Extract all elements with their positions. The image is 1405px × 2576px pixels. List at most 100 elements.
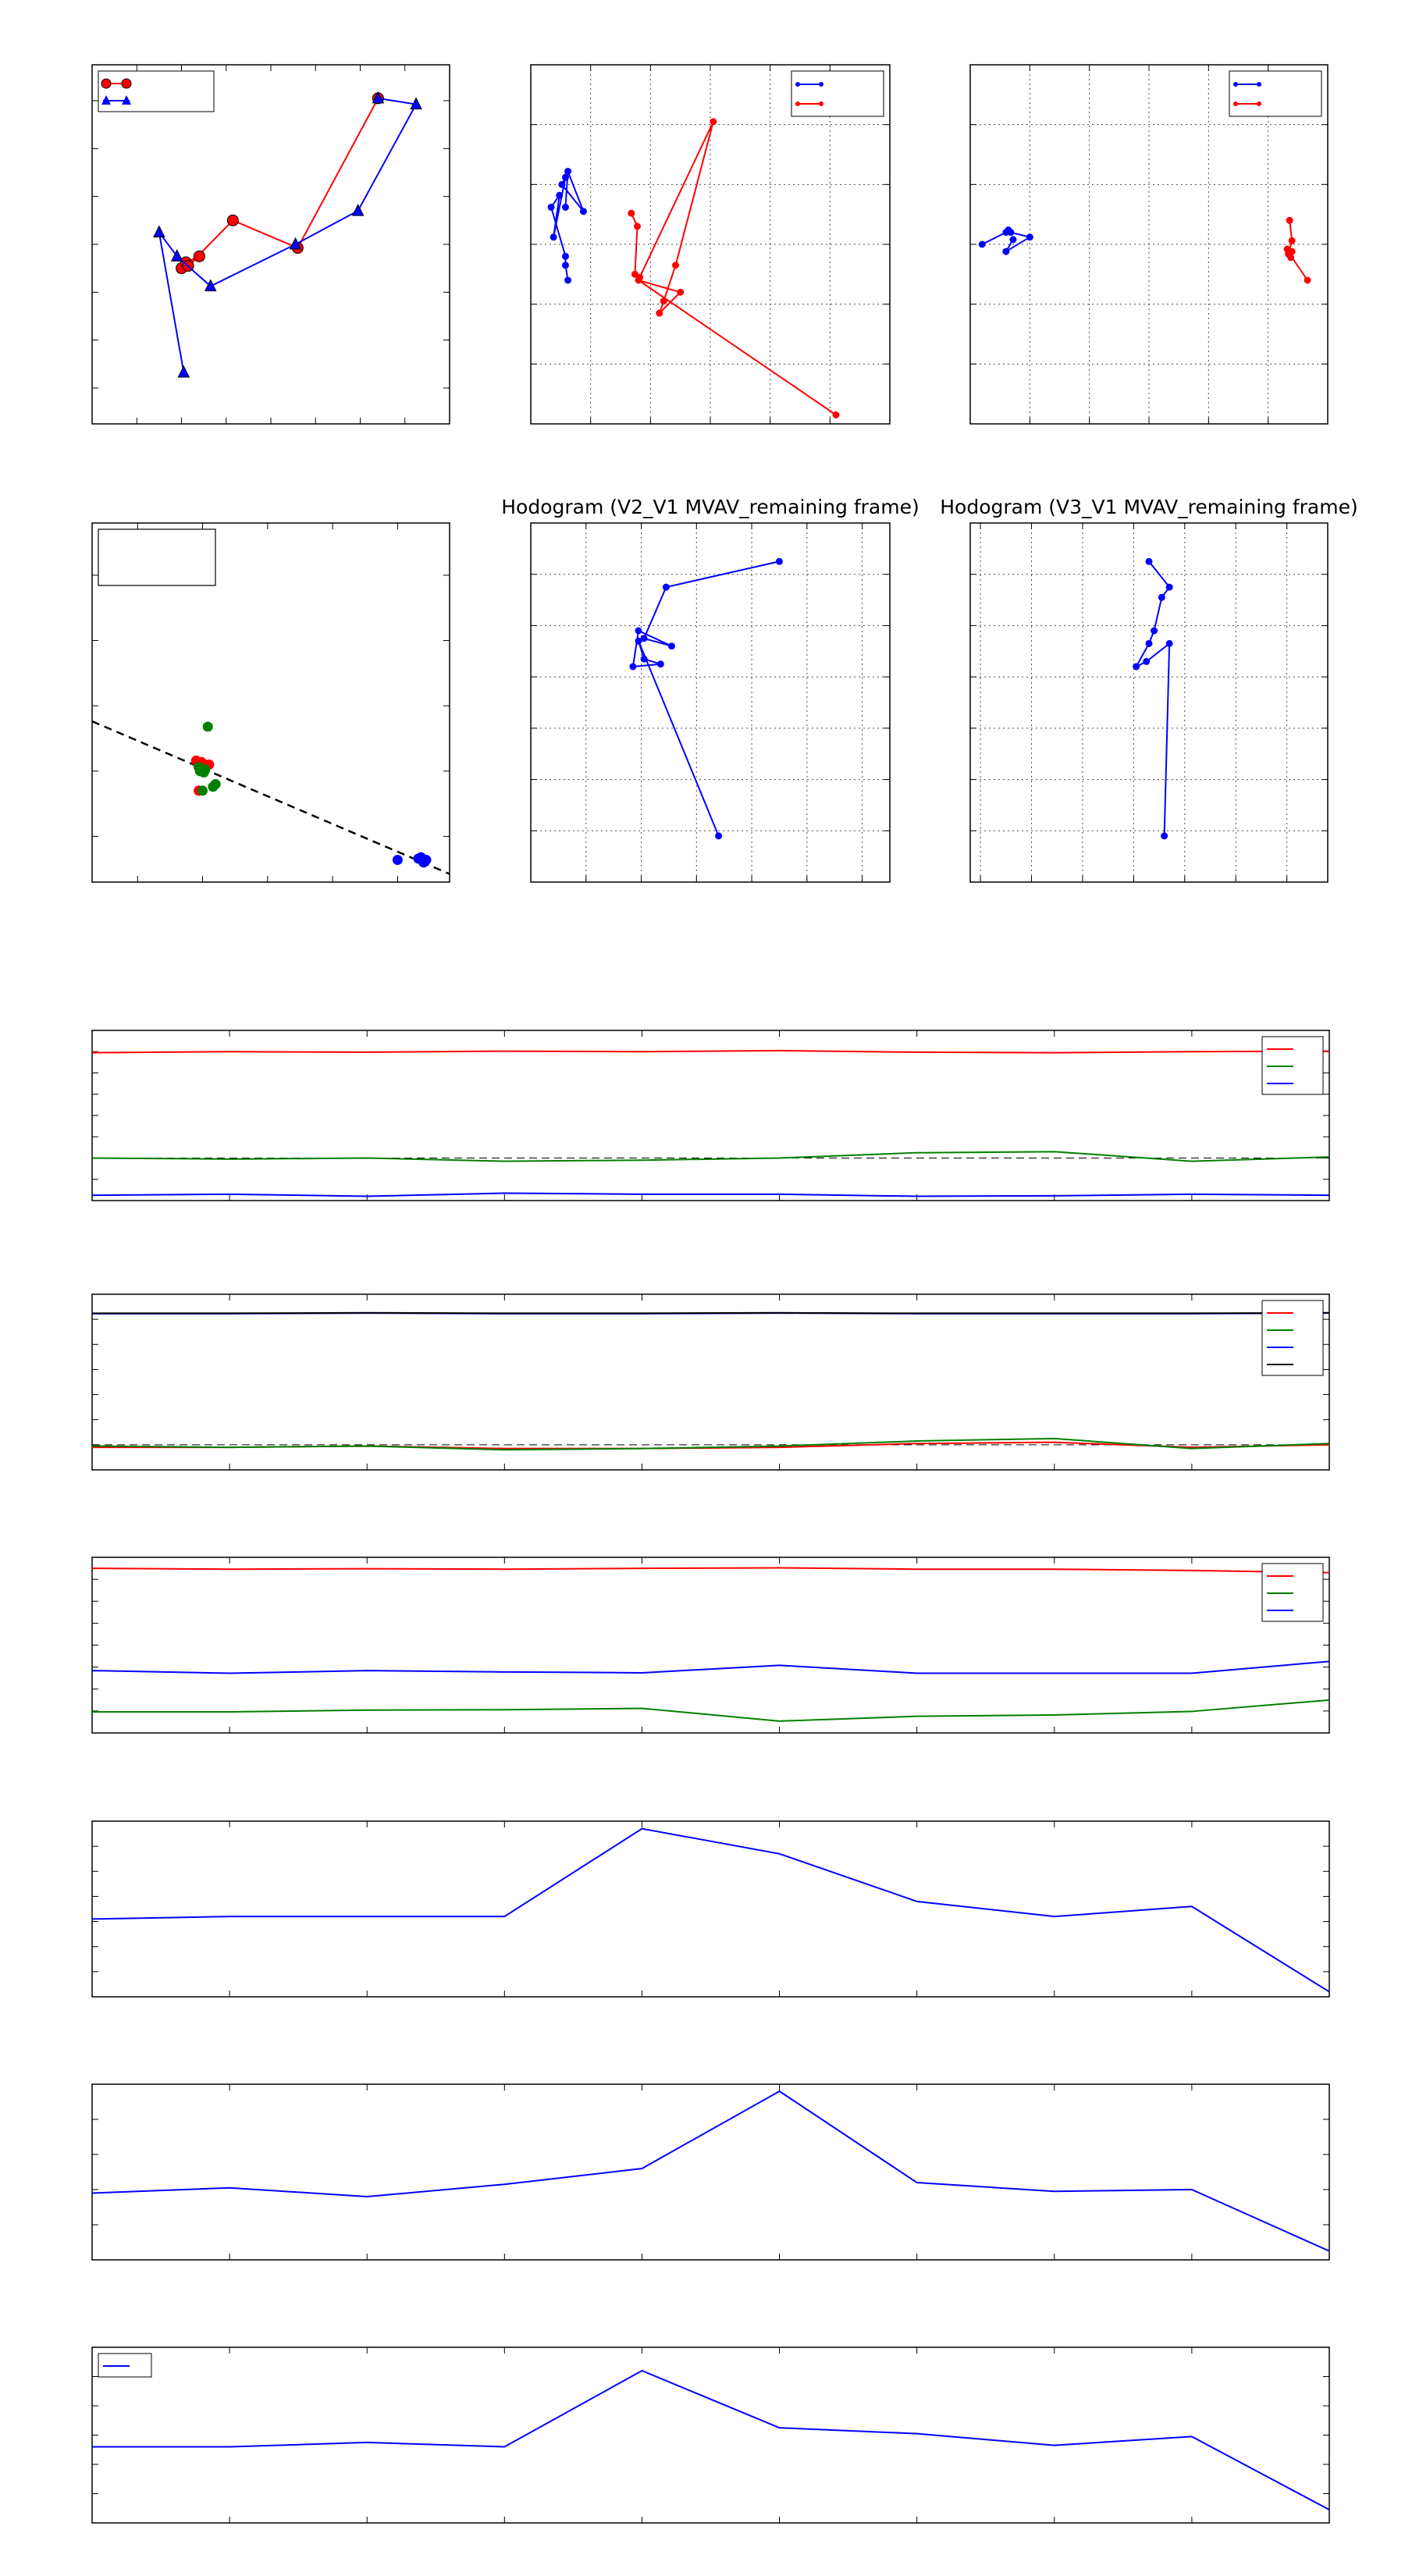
plot-area bbox=[629, 557, 783, 840]
plot-frame bbox=[91, 2083, 1330, 2261]
data-point bbox=[662, 583, 670, 591]
data-point bbox=[1286, 216, 1293, 224]
panel-walen bbox=[91, 522, 450, 883]
plot-area bbox=[547, 118, 840, 418]
data-point bbox=[1304, 276, 1311, 284]
panel-velocity bbox=[91, 1557, 1330, 1734]
data-point bbox=[775, 557, 783, 565]
data-point bbox=[1165, 583, 1173, 591]
series-vn-line bbox=[92, 1660, 1329, 1674]
plot-area bbox=[92, 2090, 1329, 2252]
legend-box bbox=[1229, 70, 1322, 117]
series-vt-line bbox=[92, 1699, 1329, 1722]
legend bbox=[1229, 70, 1322, 117]
plot-area bbox=[1133, 557, 1173, 840]
panel-bfield_rtn bbox=[91, 1030, 1330, 1201]
plot-frame bbox=[91, 1557, 1330, 1734]
legend-marker bbox=[819, 82, 823, 87]
plot-frame bbox=[91, 1293, 1330, 1471]
data-point bbox=[640, 655, 648, 663]
legend-marker bbox=[122, 95, 131, 105]
data-point bbox=[289, 237, 302, 250]
series-vr-line bbox=[92, 1567, 1329, 1574]
data-point bbox=[715, 832, 723, 840]
data-point bbox=[202, 721, 213, 732]
data-point bbox=[210, 779, 221, 790]
data-point bbox=[177, 365, 190, 378]
legend bbox=[1261, 1036, 1324, 1095]
data-point bbox=[667, 642, 675, 650]
plot-frame bbox=[91, 2347, 1330, 2524]
data-point bbox=[635, 627, 642, 635]
series-np-line bbox=[92, 2090, 1329, 2252]
plot-area bbox=[92, 1827, 1329, 1993]
legend-marker bbox=[1233, 101, 1238, 106]
data-point bbox=[556, 191, 564, 199]
data-point bbox=[1009, 236, 1017, 244]
plot-frame bbox=[91, 64, 450, 425]
chart-title: Hodogram (V2_V1 MVAV_remaining frame) bbox=[501, 496, 919, 518]
panel-hodo_mvav_v3: Hodogram (V3_V1 MVAV_remaining frame) bbox=[940, 496, 1358, 883]
plot-frame bbox=[969, 522, 1329, 883]
data-point bbox=[1288, 237, 1296, 244]
data-point bbox=[415, 852, 426, 863]
data-point bbox=[660, 297, 667, 305]
data-point bbox=[635, 637, 642, 645]
series-1st-half-path-line bbox=[180, 98, 379, 269]
data-point bbox=[194, 762, 205, 773]
data-point bbox=[197, 785, 208, 796]
chart-title: Hodogram (V3_V1 MVAV_remaining frame) bbox=[940, 496, 1358, 518]
series-2nd-half-path-line bbox=[158, 97, 418, 373]
panel-hodo_mvab_v2 bbox=[530, 64, 891, 425]
data-point bbox=[547, 203, 555, 211]
data-point bbox=[561, 252, 569, 260]
plot-area bbox=[92, 1049, 1329, 1197]
data-point bbox=[1165, 639, 1173, 647]
panel-hodo_mvav_v2: Hodogram (V2_V1 MVAV_remaining frame) bbox=[501, 496, 919, 883]
panel-density bbox=[91, 2083, 1330, 2261]
data-point bbox=[561, 262, 569, 269]
legend-marker bbox=[101, 95, 111, 105]
plot-area bbox=[92, 1567, 1329, 1722]
legend-marker bbox=[819, 101, 823, 106]
panel-hodo_mvab_v3 bbox=[969, 64, 1329, 425]
legend-marker bbox=[101, 78, 112, 89]
series-br-line bbox=[92, 1049, 1329, 1054]
data-point bbox=[579, 208, 587, 215]
data-point bbox=[561, 203, 569, 211]
legend bbox=[791, 70, 884, 117]
data-point bbox=[204, 279, 217, 292]
data-point bbox=[978, 240, 986, 248]
data-point bbox=[392, 855, 403, 866]
plot-frame bbox=[91, 1030, 1330, 1201]
series-by-line bbox=[92, 1437, 1329, 1451]
data-point bbox=[1007, 229, 1015, 237]
data-point bbox=[170, 249, 183, 262]
data-point bbox=[628, 209, 635, 217]
data-point bbox=[550, 233, 557, 241]
plot-area bbox=[92, 2369, 1329, 2511]
data-point bbox=[710, 118, 717, 126]
legend-marker bbox=[795, 101, 800, 106]
legend-marker bbox=[1233, 82, 1238, 87]
series--b-line bbox=[92, 1311, 1329, 1315]
plot-frame bbox=[530, 522, 891, 883]
data-point bbox=[1145, 557, 1153, 565]
data-point bbox=[1151, 627, 1158, 635]
data-point bbox=[633, 222, 641, 230]
legend-marker bbox=[121, 78, 132, 89]
legend-marker bbox=[1257, 82, 1261, 87]
data-point bbox=[677, 288, 685, 296]
data-point bbox=[629, 663, 637, 671]
data-point bbox=[832, 411, 840, 418]
data-point bbox=[1145, 639, 1153, 647]
data-point bbox=[635, 276, 642, 284]
data-point bbox=[1026, 233, 1033, 241]
data-point bbox=[1286, 250, 1293, 258]
data-point bbox=[672, 262, 680, 269]
data-point bbox=[226, 214, 239, 226]
data-point bbox=[153, 225, 165, 238]
data-point bbox=[1143, 657, 1151, 665]
legend bbox=[98, 70, 215, 112]
